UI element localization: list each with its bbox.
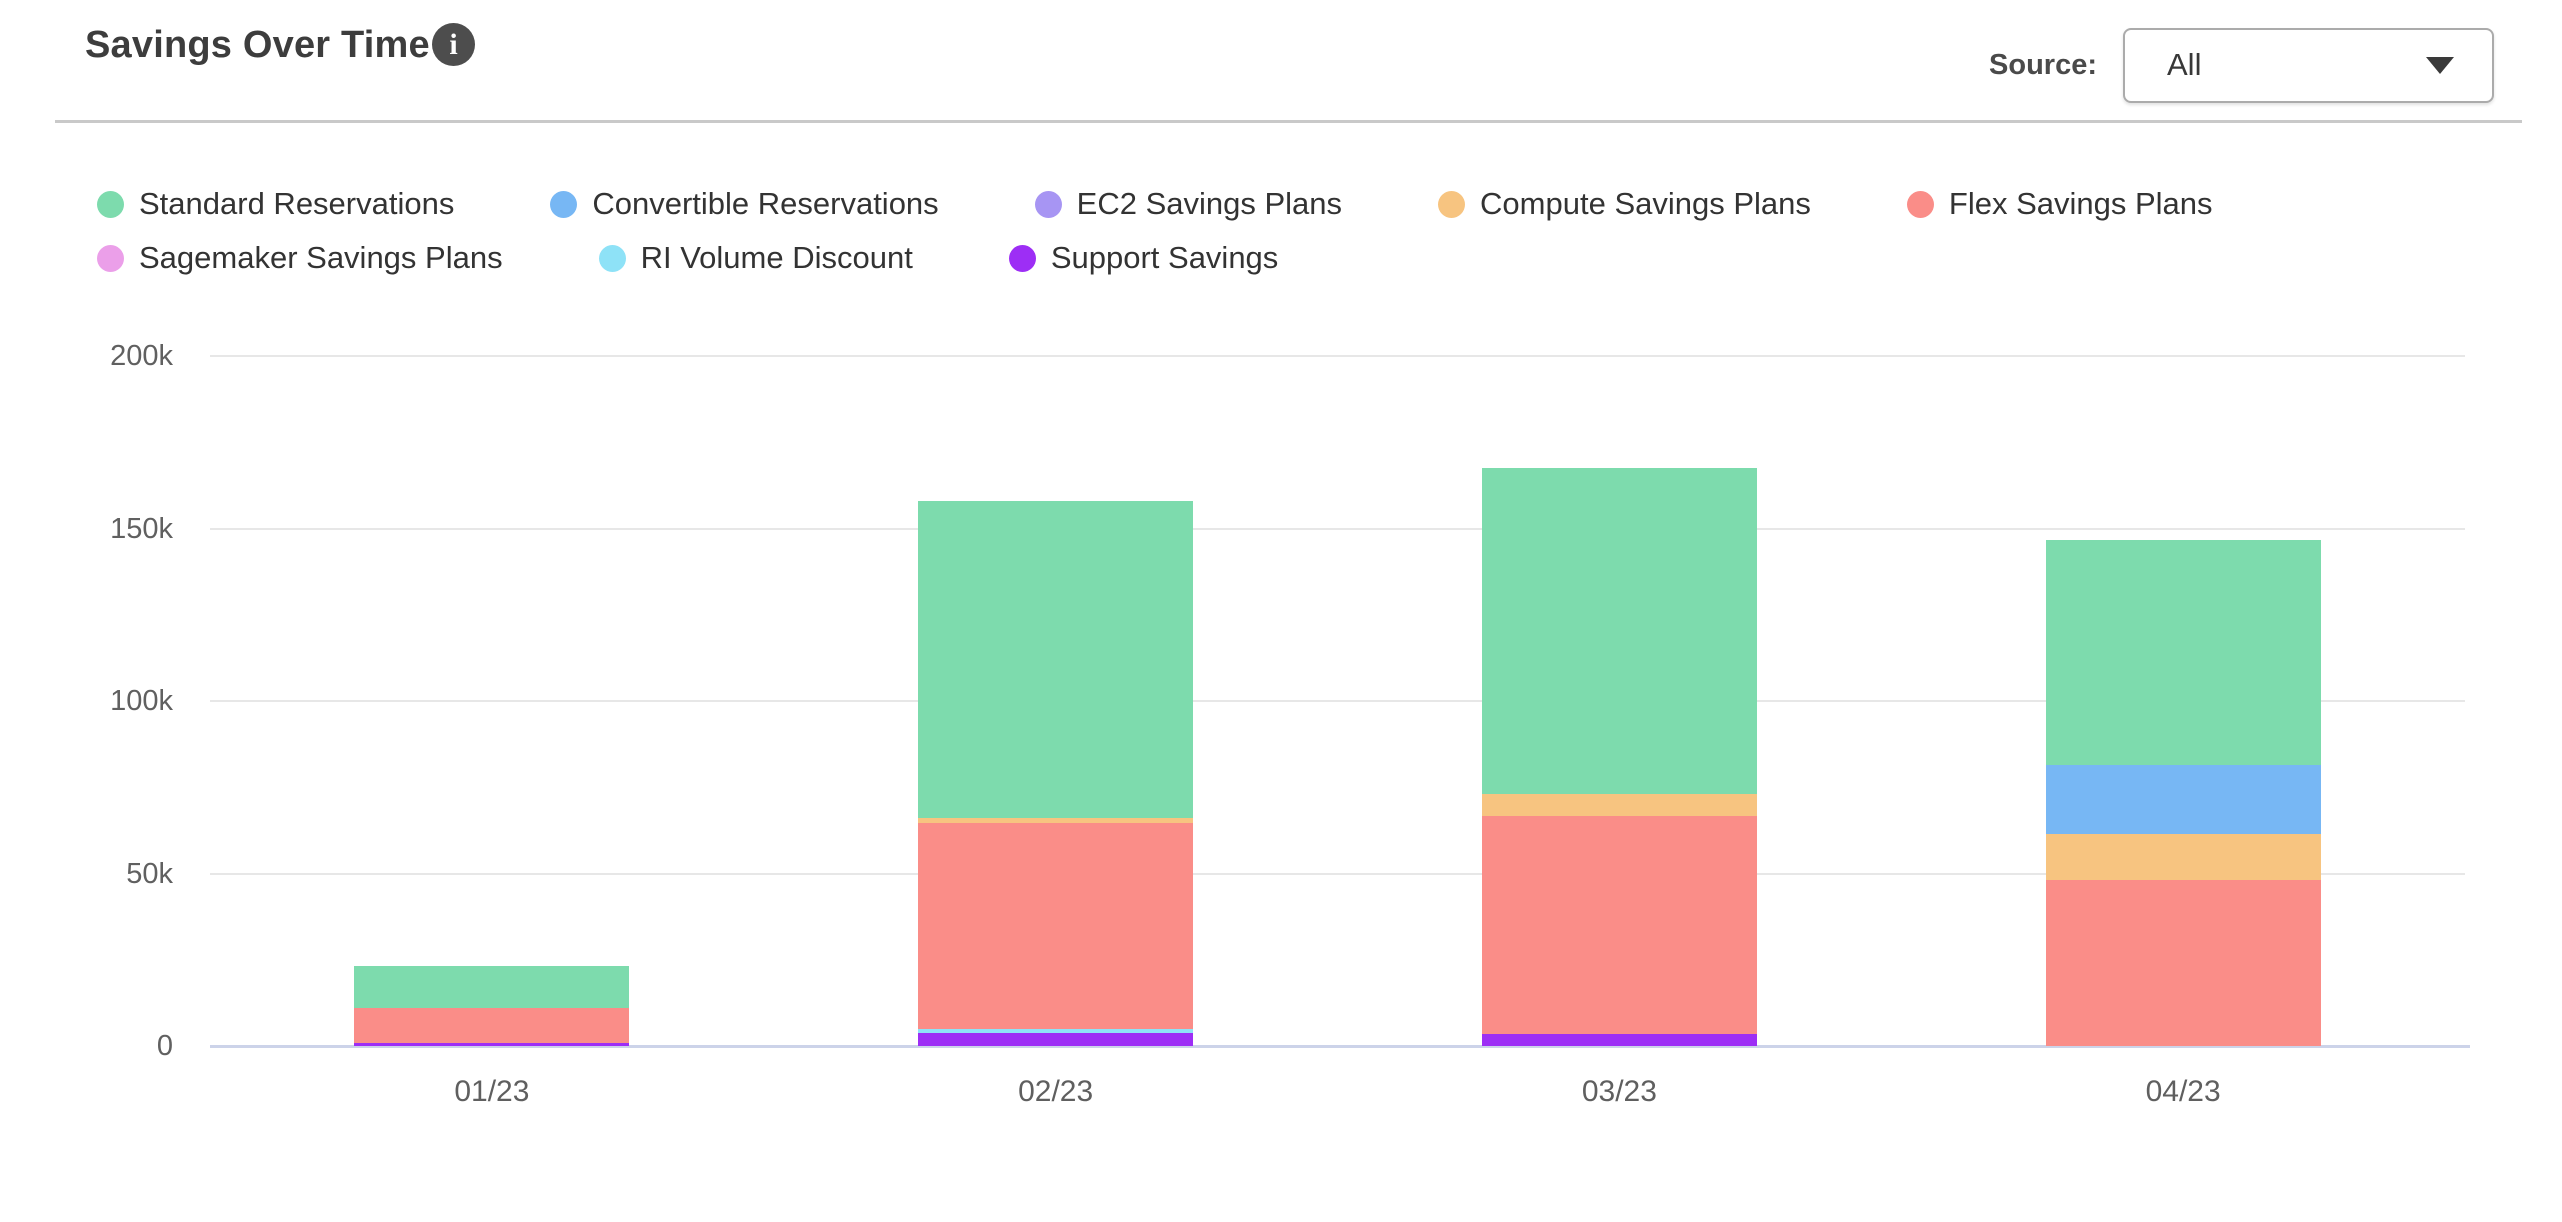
legend-item-ec2-savings-plans[interactable]: EC2 Savings Plans — [1034, 186, 1343, 222]
legend-dot-icon — [1438, 190, 1466, 218]
page-title: Savings Over Time — [85, 24, 430, 66]
legend: Standard Reservations Convertible Reserva… — [97, 186, 2437, 276]
bar-segment-compute-savings-plans[interactable] — [1481, 794, 1757, 817]
y-gridline — [210, 527, 2465, 530]
bar-segment-standard-reservations[interactable] — [354, 965, 630, 1009]
bar-segment-flex-savings-plans[interactable] — [2045, 879, 2321, 1046]
info-icon[interactable]: i — [432, 23, 475, 66]
bar-segment-flex-savings-plans[interactable] — [354, 1008, 630, 1043]
bar-segment-standard-reservations[interactable] — [1481, 468, 1757, 795]
y-gridline — [210, 700, 2465, 702]
legend-label: Support Savings — [1050, 240, 1279, 275]
legend-item-support-savings[interactable]: Support Savings — [1008, 240, 1279, 276]
bar-segment-support-savings[interactable] — [354, 1042, 630, 1046]
source-control: Source: All — [1989, 0, 2494, 130]
x-axis-line — [210, 1045, 2470, 1048]
legend-item-compute-savings-plans[interactable]: Compute Savings Plans — [1438, 186, 1811, 222]
legend-item-flex-savings-plans[interactable]: Flex Savings Plans — [1906, 186, 2213, 222]
legend-item-convertible-reservations[interactable]: Convertible Reservations — [550, 186, 939, 222]
x-axis-tick-label: 01/23 — [454, 1075, 530, 1108]
bar-segment-support-savings[interactable] — [1481, 1033, 1757, 1046]
x-axis-tick-label: 04/23 — [2145, 1075, 2221, 1108]
bar-segment-convertible-reservations[interactable] — [2045, 765, 2321, 834]
legend-dot-icon — [550, 190, 578, 218]
bar-segment-compute-savings-plans[interactable] — [918, 818, 1194, 824]
legend-dot-icon — [1008, 244, 1036, 272]
y-gridline — [210, 355, 2465, 357]
legend-label: RI Volume Discount — [640, 240, 913, 275]
legend-label: Standard Reservations — [139, 186, 455, 221]
legend-label: Compute Savings Plans — [1480, 186, 1811, 221]
x-axis-tick-label: 02/23 — [1018, 1075, 1094, 1108]
stacked-bar-01-23[interactable] — [354, 965, 630, 1046]
legend-item-ri-volume-discount[interactable]: RI Volume Discount — [598, 240, 913, 276]
legend-item-standard-reservations[interactable]: Standard Reservations — [97, 186, 454, 222]
bar-segment-compute-savings-plans[interactable] — [2045, 833, 2321, 880]
source-label: Source: — [1989, 48, 2097, 81]
legend-label: Sagemaker Savings Plans — [139, 240, 503, 275]
x-axis-tick-label: 03/23 — [1581, 1075, 1657, 1108]
legend-dot-icon — [1034, 190, 1062, 218]
legend-dot-icon — [1906, 190, 1934, 218]
bar-segment-standard-reservations[interactable] — [918, 501, 1194, 819]
bar-segment-flex-savings-plans[interactable] — [918, 823, 1194, 1030]
y-axis-tick-label: 0 — [156, 1030, 173, 1062]
legend-item-sagemaker-savings-plans[interactable]: Sagemaker Savings Plans — [97, 240, 503, 276]
stacked-bar-03-23[interactable] — [1481, 468, 1757, 1046]
stacked-bar-04-23[interactable] — [2045, 540, 2321, 1046]
chevron-down-icon — [2426, 56, 2454, 74]
bar-segment-support-savings[interactable] — [918, 1033, 1194, 1046]
bar-segment-flex-savings-plans[interactable] — [1481, 816, 1757, 1034]
legend-label: Convertible Reservations — [592, 186, 939, 221]
legend-label: EC2 Savings Plans — [1076, 186, 1343, 221]
bar-segment-ri-volume-discount[interactable] — [918, 1029, 1194, 1034]
legend-dot-icon — [598, 244, 626, 272]
stacked-bar-02-23[interactable] — [918, 501, 1194, 1046]
header-divider — [55, 120, 2522, 123]
source-dropdown-value: All — [2167, 47, 2202, 82]
bar-segment-standard-reservations[interactable] — [2045, 540, 2321, 766]
y-axis-tick-label: 200k — [110, 340, 173, 372]
y-gridline — [210, 872, 2465, 875]
legend-dot-icon — [97, 190, 124, 218]
source-dropdown[interactable]: All — [2123, 27, 2494, 103]
y-axis-tick-label: 50k — [126, 857, 173, 890]
y-axis-tick-label: 100k — [110, 685, 173, 717]
legend-label: Flex Savings Plans — [1948, 186, 2213, 221]
legend-dot-icon — [97, 244, 124, 272]
y-axis-tick-label: 150k — [110, 512, 173, 545]
